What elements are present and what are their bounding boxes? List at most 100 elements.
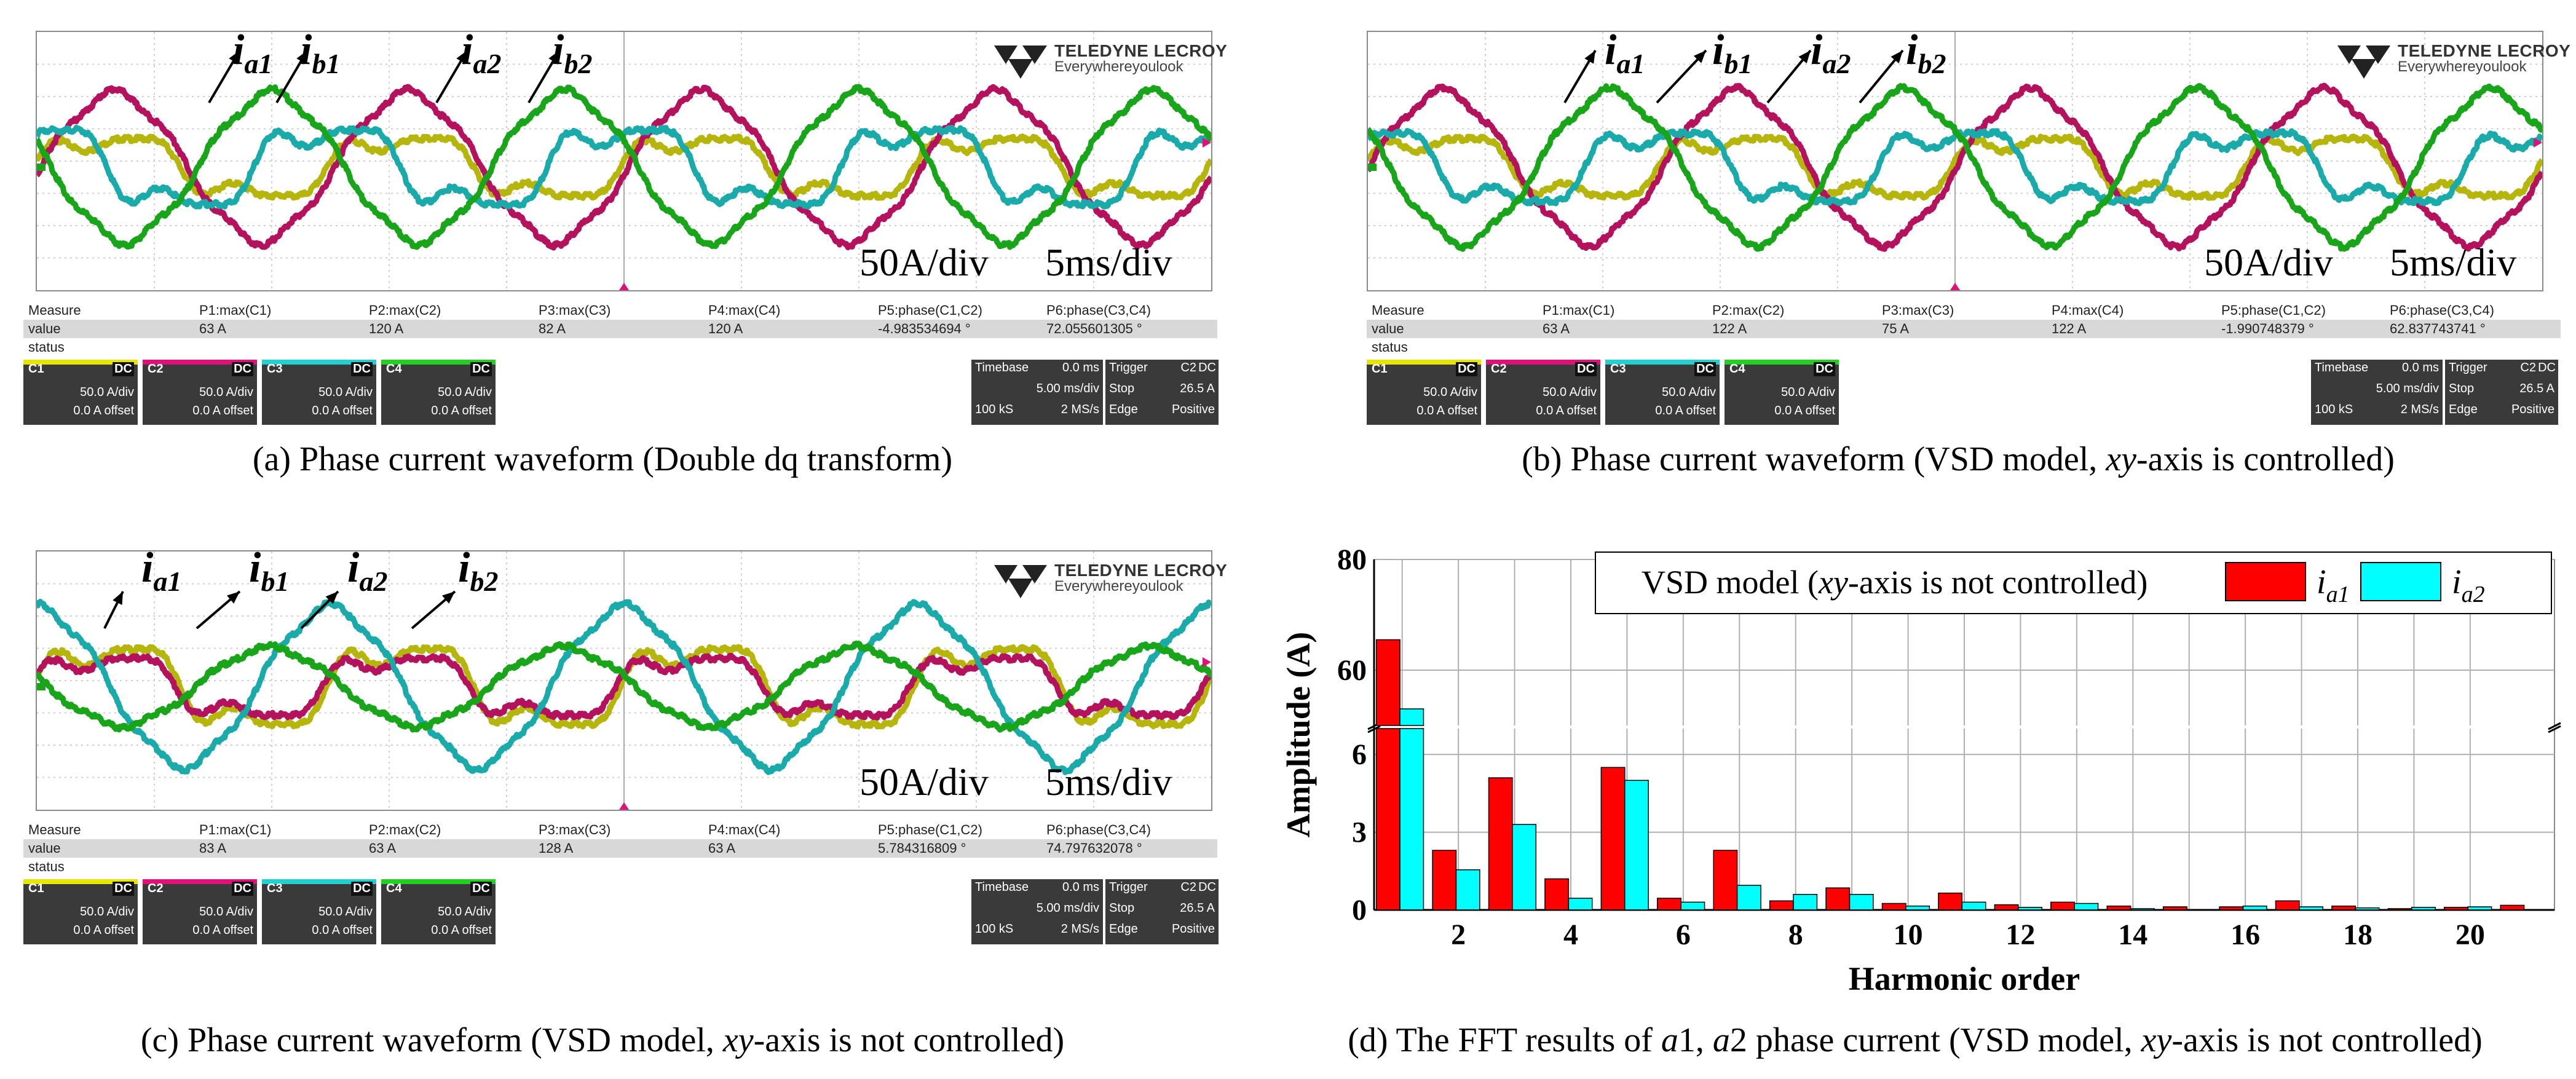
channel-scale: 50.0 A/div: [318, 385, 373, 399]
teledyne-logo-icon: [2337, 45, 2390, 79]
channel-name: C1: [28, 362, 44, 376]
legend: VSD model (xy-axis is not controlled) ia1…: [1595, 551, 2552, 614]
measure-value-p2: 120 A: [369, 321, 404, 336]
channel-name: C4: [386, 362, 402, 376]
timebase-box-c[interactable]: Timebase 0.0 ms 5.00 ms/div 100 kS 2 MS/…: [971, 879, 1103, 944]
bar-a2-h4: [1568, 898, 1593, 911]
trace-c1: [37, 133, 1211, 201]
trigger-slope: Positive: [1171, 403, 1215, 416]
x-tick-label: 16: [2230, 919, 2260, 951]
label-ib1-b: ib1: [1712, 26, 1753, 79]
bar-a2-h18: [2355, 907, 2380, 911]
trigger-level-icon: [2534, 138, 2542, 148]
label-ib1-a: ib1: [300, 26, 341, 79]
measure-value-row: value 63 A 122 A 75 A 122 A -1.990748379…: [1367, 320, 2561, 338]
trigger-level: 26.5 A: [1180, 901, 1215, 915]
timebase-delay: 0.0 ms: [1062, 361, 1099, 374]
channel-c2-b[interactable]: C2 DC 50.0 A/div 0.0 A offset: [1486, 360, 1600, 425]
channel-scale: 50.0 A/div: [199, 385, 253, 399]
channel-name: C3: [267, 882, 283, 895]
x-tick-label: 20: [2455, 919, 2485, 951]
measure-name-p2: P2:max(C2): [1712, 302, 1785, 318]
arrow-head-icon: [227, 591, 240, 604]
channel-c3-a[interactable]: C3 DC 50.0 A/div 0.0 A offset: [262, 360, 376, 425]
caption-c-pre: (c) Phase current waveform (VSD model,: [140, 1021, 723, 1059]
bar-a1-h1-upper: [1375, 639, 1401, 726]
bar-a1-h14: [2106, 905, 2132, 911]
logo-text: TELEDYNE LECROY Everywhereyoulook: [2398, 41, 2571, 75]
channel-c4-a[interactable]: C4 DC 50.0 A/div 0.0 A offset: [381, 360, 496, 425]
trigger-label: Trigger: [1109, 880, 1148, 894]
measure-name-p3: P3:max(C3): [539, 302, 611, 318]
measure-name-p1: P1:max(C1): [199, 822, 272, 837]
channel-c1-c[interactable]: C1 DC 50.0 A/div 0.0 A offset: [23, 879, 138, 944]
trigger-box-c[interactable]: Trigger C2 DC Stop 26.5 A Edge Positive: [1105, 879, 1219, 944]
measure-value-p1: 63 A: [1543, 321, 1570, 336]
channel-name: C2: [148, 362, 164, 376]
channel-c1-b[interactable]: C1 DC 50.0 A/div 0.0 A offset: [1367, 360, 1481, 425]
measure-table-b: Measure P1:max(C1) P2:max(C2) P3:max(C3)…: [1367, 301, 2561, 357]
channel-scale: 50.0 A/div: [1543, 385, 1597, 399]
timebase-box-b[interactable]: Timebase 0.0 ms 5.00 ms/div 100 kS 2 MS/…: [2311, 360, 2443, 425]
bar-a1-h1-lower: [1375, 728, 1401, 911]
channel-coupling: DC: [1694, 362, 1716, 376]
teledyne-logo-icon: [994, 45, 1047, 79]
x-tick-label: 12: [2005, 919, 2035, 951]
trigger-level: 26.5 A: [1180, 382, 1215, 395]
bar-a2-h9: [1849, 893, 1874, 911]
channel-offset: 0.0 A offset: [1774, 404, 1835, 417]
arrow-head-icon: [1584, 50, 1595, 64]
channel-c4-b[interactable]: C4 DC 50.0 A/div 0.0 A offset: [1725, 360, 1839, 425]
channel-c4-c[interactable]: C4 DC 50.0 A/div 0.0 A offset: [381, 879, 496, 944]
trigger-box-b[interactable]: Trigger C2 DC Stop 26.5 A Edge Positive: [2445, 360, 2558, 425]
trigger-box-a[interactable]: Trigger C2 DC Stop 26.5 A Edge Positive: [1105, 360, 1219, 425]
arrow-head-icon: [442, 591, 455, 604]
measure-value-p3: 75 A: [1882, 321, 1910, 336]
arrow-head-icon: [1693, 50, 1706, 63]
bar-a2-h19: [2411, 907, 2436, 911]
label-ib2-a: ib2: [552, 26, 593, 79]
measure-header-row: Measure P1:max(C1) P2:max(C2) P3:max(C3)…: [1367, 301, 2561, 320]
bar-a1-h3: [1488, 777, 1513, 911]
y-axis-title: Amplitude (A): [1280, 632, 1317, 838]
trigger-marker-icon: [1950, 283, 1960, 290]
measure-value-p1: 83 A: [199, 840, 227, 856]
arrow-head-icon: [113, 591, 123, 605]
channel-coupling: DC: [1814, 362, 1835, 376]
bar-a2-h17: [2299, 906, 2324, 911]
bar-a1-h18: [2331, 905, 2357, 911]
channel-name: C4: [1729, 362, 1745, 376]
trigger-mode: Stop: [1109, 382, 1135, 395]
bar-a2-h6: [1680, 901, 1705, 911]
channel-c3-b[interactable]: C3 DC 50.0 A/div 0.0 A offset: [1605, 360, 1720, 425]
logo-c: TELEDYNE LECROY Everywhereyoulook: [993, 562, 1227, 599]
legend-title: VSD model (xy-axis is not controlled): [1642, 564, 2147, 601]
logo-b: TELEDYNE LECROY Everywhereyoulook: [2336, 41, 2571, 80]
bar-a1-h16: [2219, 906, 2244, 911]
x-tick-label: 8: [1788, 919, 1803, 951]
label-ia2-c: ia2: [347, 544, 388, 597]
channel-c1-a[interactable]: C1 DC 50.0 A/div 0.0 A offset: [23, 360, 138, 425]
trigger-slope: Positive: [1171, 922, 1215, 936]
measure-name-p4: P4:max(C4): [708, 302, 781, 318]
value-label: value: [28, 840, 61, 856]
measure-value-p6: 74.797632078 °: [1046, 840, 1142, 856]
channel-offset: 0.0 A offset: [431, 923, 492, 937]
bar-a1-h4: [1544, 878, 1570, 911]
logo-brand: TELEDYNE LECROY: [2398, 41, 2571, 60]
channel-c2-c[interactable]: C2 DC 50.0 A/div 0.0 A offset: [143, 879, 257, 944]
bar-a2-h8: [1793, 893, 1818, 911]
channel-c2-a[interactable]: C2 DC 50.0 A/div 0.0 A offset: [143, 360, 257, 425]
trigger-marker-icon: [619, 283, 629, 290]
scope-plot-c: [36, 550, 1212, 811]
caption-d-mid2: 2 phase current (VSD model,: [1729, 1021, 2141, 1059]
timebase-box-a[interactable]: Timebase 0.0 ms 5.00 ms/div 100 kS 2 MS/…: [971, 360, 1103, 425]
timebase-per-div: 5.00 ms/div: [1036, 901, 1099, 915]
scope-svg-a: [37, 32, 1211, 290]
x-tick-label: 10: [1894, 919, 1923, 951]
channel-c3-c[interactable]: C3 DC 50.0 A/div 0.0 A offset: [262, 879, 376, 944]
bar-a1-h13: [2050, 901, 2075, 911]
channel-name: C3: [267, 362, 283, 376]
bar-a2-h14: [2130, 908, 2155, 911]
bar-a1-h11: [1938, 892, 1963, 911]
